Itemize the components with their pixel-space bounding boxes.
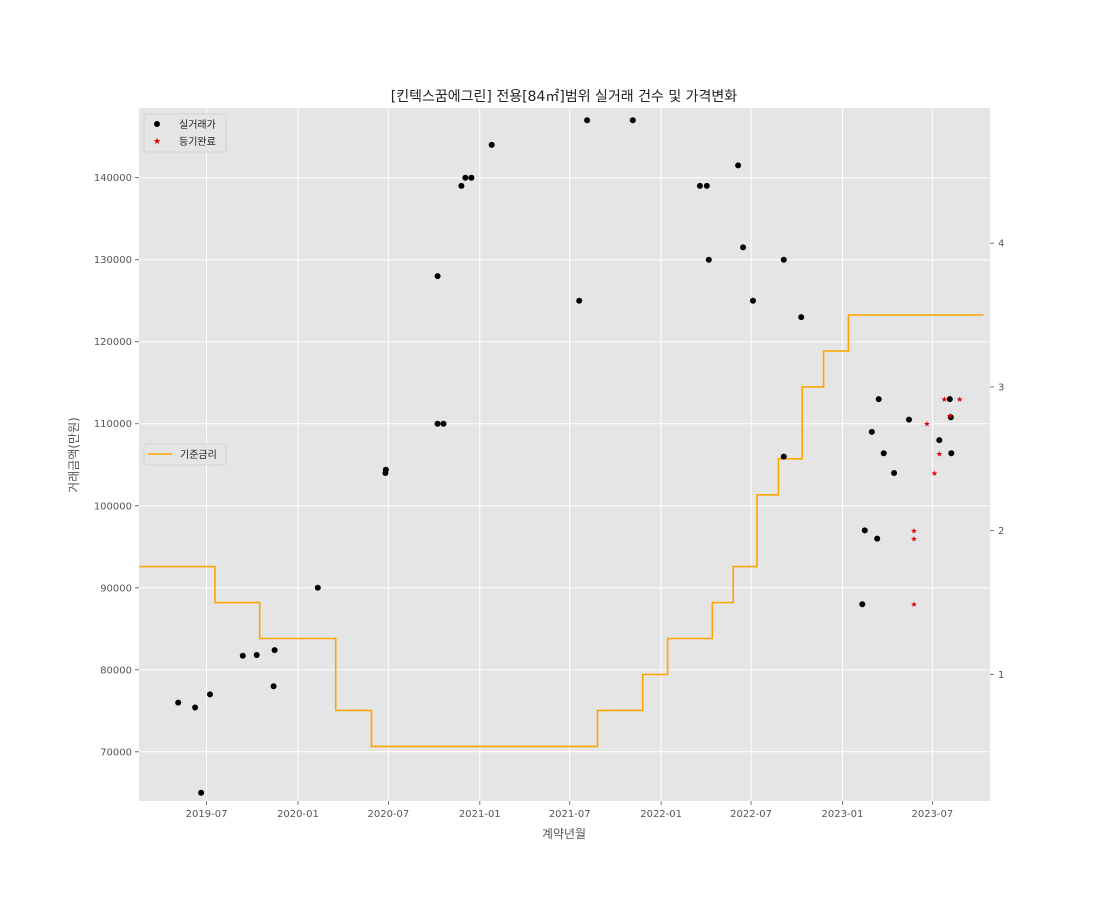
trade-point xyxy=(458,182,465,189)
trade-point xyxy=(946,396,953,403)
trade-point xyxy=(253,652,260,658)
y-tick-label: 80000 xyxy=(100,665,132,676)
y-tick-label: 70000 xyxy=(100,747,132,758)
x-tick-label: 2023-01 xyxy=(822,809,864,820)
x-tick-label: 2020-07 xyxy=(367,809,409,820)
trade-point xyxy=(948,450,955,457)
trade-point xyxy=(906,416,912,423)
y-tick-label: 140000 xyxy=(94,173,132,184)
star-layer: ★★★★★★★★★ xyxy=(910,395,963,609)
trade-point xyxy=(198,789,205,796)
y-tick-label: 110000 xyxy=(94,419,132,430)
registered-point: ★ xyxy=(910,526,917,535)
trade-point xyxy=(576,297,583,304)
trade-point xyxy=(868,428,875,435)
x-axis-label: 계약년월 xyxy=(542,826,586,841)
x-tick-label: 2023-07 xyxy=(911,809,953,820)
legend-marker-registered: ★ xyxy=(153,137,161,147)
trade-point xyxy=(271,647,278,654)
trade-point xyxy=(780,256,787,263)
trade-point xyxy=(462,174,469,181)
legend-top-box xyxy=(143,113,227,153)
y2-axis-ticks: 1 2 3 4 xyxy=(990,239,1004,681)
trade-point xyxy=(629,117,636,124)
legend-marker-trades xyxy=(154,121,160,127)
trade-point xyxy=(735,162,742,169)
legend-label-rate: 기준금리 xyxy=(180,449,217,461)
trade-point xyxy=(314,584,321,591)
x-tick-label: 2019-07 xyxy=(186,809,228,820)
trade-point xyxy=(696,182,703,189)
legend-label-trades: 실거래가 xyxy=(179,119,216,131)
y2-tick-label: 2 xyxy=(998,526,1004,537)
trade-point xyxy=(434,273,441,280)
legend-label-registered: 등기완료 xyxy=(179,136,216,148)
registered-point: ★ xyxy=(931,469,938,478)
trade-point xyxy=(468,174,475,181)
trade-point xyxy=(891,470,898,476)
x-tick-label: 2020-01 xyxy=(277,809,319,820)
rate-step-line xyxy=(139,314,984,748)
y-axis-ticks: 70000 80000 90000 100000 110000 120000 130000 1… xyxy=(94,173,139,758)
legend-rate: 기준금리 xyxy=(143,443,227,466)
x-axis-ticks: 2019-07 2020-01 2020-07 2021-01 2021-07 2022-… xyxy=(186,801,953,820)
x-tick-label: 2021-07 xyxy=(549,809,591,820)
trade-point xyxy=(798,314,805,321)
trade-point xyxy=(936,437,943,444)
trade-point xyxy=(874,535,881,542)
registered-point: ★ xyxy=(910,600,917,609)
trade-point xyxy=(440,420,447,427)
y-tick-label: 120000 xyxy=(94,337,132,348)
grid xyxy=(139,108,990,801)
trade-point xyxy=(270,683,277,690)
y2-tick-label: 3 xyxy=(998,382,1004,393)
trade-point xyxy=(382,466,389,473)
trade-point xyxy=(239,652,246,659)
legend-rate-box xyxy=(143,443,227,466)
trade-point xyxy=(947,414,954,421)
trade-point xyxy=(875,396,882,403)
registered-point: ★ xyxy=(946,412,953,421)
x-tick-label: 2021-01 xyxy=(459,809,501,820)
trade-point xyxy=(703,182,710,189)
x-tick-label: 2022-07 xyxy=(730,809,772,820)
registered-point: ★ xyxy=(941,395,948,404)
y2-tick-label: 1 xyxy=(998,670,1004,681)
trade-point xyxy=(780,453,787,460)
trade-point xyxy=(488,141,495,148)
chart-title: [킨텍스꿈에그린] 전용[84㎡]범위 실거래 건수 및 가격변화 xyxy=(391,89,738,105)
y-axis-label: 거래금액(만원) xyxy=(67,417,81,493)
trade-point xyxy=(175,699,182,706)
trade-point xyxy=(207,691,213,698)
y2-tick-label: 4 xyxy=(998,239,1004,250)
y-tick-label: 130000 xyxy=(94,255,132,266)
x-tick-label: 2022-01 xyxy=(640,809,682,820)
plot-area xyxy=(139,108,990,801)
trade-point xyxy=(859,601,866,608)
rate-layer xyxy=(139,314,984,748)
registered-point: ★ xyxy=(910,535,917,544)
registered-point: ★ xyxy=(923,420,930,429)
trade-point xyxy=(880,450,887,457)
trade-point xyxy=(750,297,756,304)
trade-point xyxy=(861,527,868,534)
y-tick-label: 100000 xyxy=(94,501,132,512)
trade-point xyxy=(584,117,591,124)
registered-point: ★ xyxy=(956,395,963,404)
trade-point xyxy=(740,244,747,251)
trade-point xyxy=(705,256,712,263)
y-tick-label: 90000 xyxy=(100,583,132,594)
scatter-layer xyxy=(175,117,955,796)
legend-top: 실거래가 ★ 등기완료 xyxy=(143,113,227,153)
trade-point xyxy=(192,704,199,711)
trade-point xyxy=(434,420,441,427)
registered-point: ★ xyxy=(936,449,943,458)
